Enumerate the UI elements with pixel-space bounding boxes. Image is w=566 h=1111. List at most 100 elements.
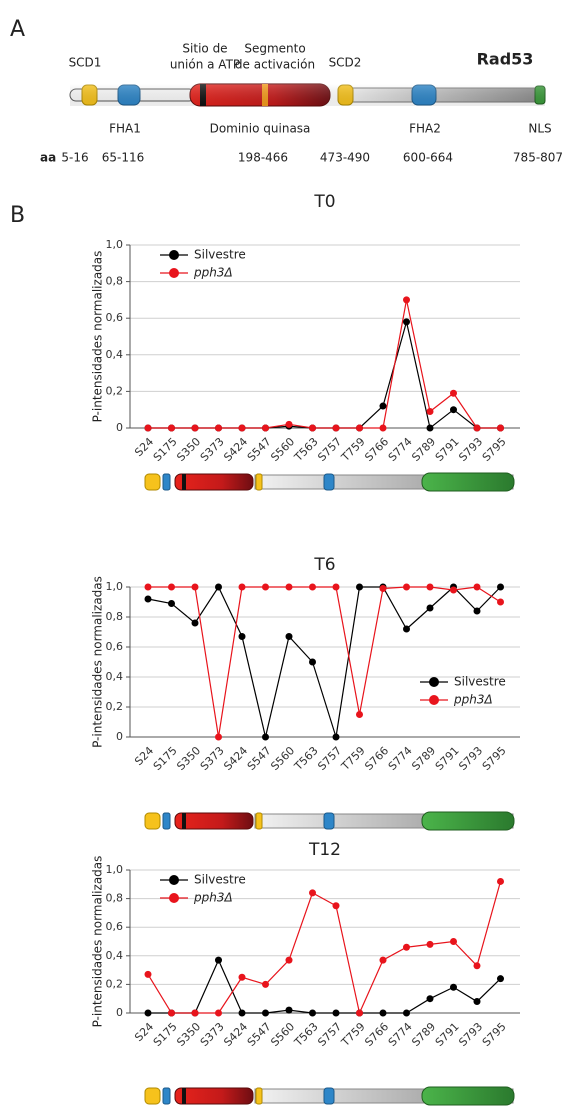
- data-point: [192, 1010, 199, 1017]
- y-tick-label: 0: [116, 421, 123, 434]
- x-tick-label: T563: [291, 1020, 320, 1049]
- y-tick-label: 0,2: [106, 977, 124, 990]
- x-tick-label: T759: [338, 1020, 367, 1049]
- data-point: [309, 1010, 316, 1017]
- atp: [182, 474, 186, 490]
- x-tick-label: T759: [338, 435, 367, 464]
- legend-label: Silvestre: [194, 248, 246, 262]
- protein-diagram: [70, 84, 545, 106]
- data-point: [309, 584, 316, 591]
- y-axis-title: P-intensidades normalizadas: [91, 856, 105, 1028]
- scd1: [145, 813, 160, 829]
- x-tick-label: S795: [480, 435, 509, 464]
- data-point: [333, 902, 340, 909]
- data-point: [380, 425, 387, 432]
- data-point: [497, 975, 504, 982]
- y-axis-title: P-intensidades normalizadas: [91, 576, 105, 748]
- chart-title: T0: [313, 192, 335, 212]
- legend-label: Silvestre: [194, 873, 246, 887]
- aa-range: 5-16: [61, 151, 88, 165]
- data-point: [286, 584, 293, 591]
- aa-range: 600-664: [403, 151, 453, 165]
- protein-strip: [145, 1087, 514, 1105]
- data-point: [333, 584, 340, 591]
- data-point: [474, 584, 481, 591]
- scd2: [256, 474, 262, 490]
- data-point: [192, 584, 199, 591]
- y-tick-label: 1,0: [106, 580, 124, 593]
- y-tick-label: 0,6: [106, 311, 124, 324]
- y-tick-label: 0: [116, 1006, 123, 1019]
- data-point: [145, 1010, 152, 1017]
- y-tick-label: 0,4: [106, 670, 124, 683]
- data-point: [215, 734, 222, 741]
- figure: A SCD1 Sitio de unión a ATP Segmento de …: [0, 0, 566, 1111]
- data-point: [497, 878, 504, 885]
- data-point: [380, 957, 387, 964]
- x-tick-label: S350: [174, 1020, 203, 1049]
- data-point: [168, 1010, 175, 1017]
- data-point: [262, 425, 269, 432]
- x-tick-label: S350: [174, 744, 203, 773]
- y-tick-label: 1,0: [106, 863, 124, 876]
- x-tick-label: S789: [409, 1020, 438, 1049]
- x-tick-label: T563: [291, 435, 320, 464]
- x-tick-label: S175: [151, 744, 180, 773]
- y-tick-label: 0,8: [106, 275, 124, 288]
- kinase: [175, 813, 253, 829]
- x-tick-label: T759: [338, 744, 367, 773]
- x-tick-label: S774: [386, 1020, 415, 1049]
- x-tick-label: S757: [315, 435, 344, 464]
- y-tick-label: 0,4: [106, 348, 124, 361]
- data-point: [286, 421, 293, 428]
- x-tick-label: S766: [362, 1020, 391, 1049]
- data-point: [403, 296, 410, 303]
- y-tick-label: 0,8: [106, 610, 124, 623]
- data-point: [239, 974, 246, 981]
- x-tick-label: S791: [433, 1020, 462, 1049]
- domain-label: FHA1: [109, 122, 141, 136]
- x-tick-label: S793: [456, 435, 485, 464]
- data-point: [497, 584, 504, 591]
- domain-label: Dominio quinasa: [210, 122, 311, 136]
- scd1: [145, 474, 160, 490]
- fha1: [163, 474, 170, 490]
- data-point: [427, 584, 434, 591]
- panel-label: A: [10, 17, 25, 42]
- data-point: [356, 425, 363, 432]
- fha2: [324, 1088, 334, 1104]
- y-tick-label: 0,2: [106, 700, 124, 713]
- legend-marker: [169, 268, 179, 278]
- x-tick-label: S793: [456, 1020, 485, 1049]
- aa-range: 473-490: [320, 151, 370, 165]
- series-line: [148, 300, 501, 428]
- fha2: [324, 474, 334, 490]
- data-point: [215, 1010, 222, 1017]
- scd1: [145, 1088, 160, 1104]
- data-point: [427, 605, 434, 612]
- y-tick-label: 0,2: [106, 384, 124, 397]
- aa-range: 65-116: [102, 151, 145, 165]
- x-tick-label: S795: [480, 744, 509, 773]
- data-point: [497, 599, 504, 606]
- legend-label: pph3Δ: [453, 693, 493, 707]
- x-tick-label: S774: [386, 744, 415, 773]
- data-point: [474, 425, 481, 432]
- data-point: [145, 596, 152, 603]
- data-point: [427, 941, 434, 948]
- fha1: [163, 1088, 170, 1104]
- data-point: [215, 957, 222, 964]
- data-point: [215, 584, 222, 591]
- data-point: [286, 957, 293, 964]
- domain-label: SCD2: [329, 56, 362, 70]
- aa-range: 785-807: [513, 151, 563, 165]
- data-point: [403, 944, 410, 951]
- x-tick-label: S424: [221, 1020, 250, 1049]
- data-point: [427, 425, 434, 432]
- data-point: [168, 600, 175, 607]
- x-tick-label: S766: [362, 744, 391, 773]
- x-tick-label: S795: [480, 1020, 509, 1049]
- protein-strip: [145, 473, 514, 491]
- chart-title: T6: [313, 555, 335, 575]
- scd2: [256, 813, 262, 829]
